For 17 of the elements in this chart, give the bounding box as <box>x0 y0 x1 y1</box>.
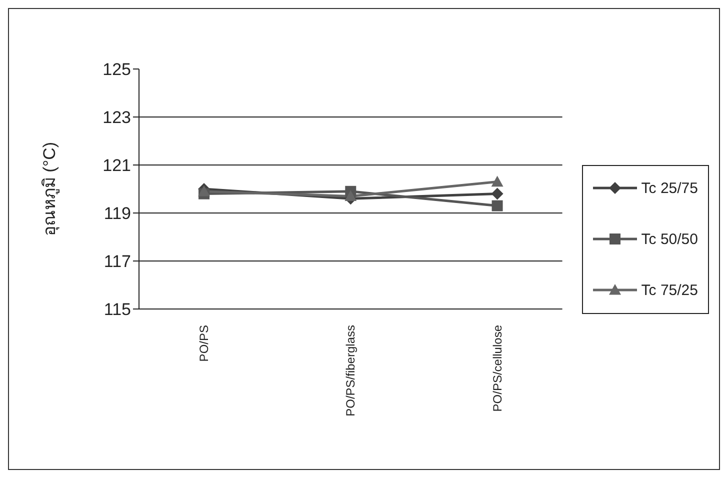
legend-label: Tc 25/75 <box>641 180 698 196</box>
y-tick-label: 115 <box>104 300 131 320</box>
y-axis-title: อุณหภูมิ (°C) <box>40 142 60 236</box>
x-tick-label: PO/PS <box>197 325 211 362</box>
x-tick-label: PO/PS/cellulose <box>490 324 504 412</box>
legend-label: Tc 75/25 <box>641 282 698 298</box>
y-tick-label: 121 <box>102 156 131 176</box>
x-tick-label: PO/PS/fiberglass <box>344 325 358 416</box>
y-tick-label: 123 <box>102 108 131 128</box>
point <box>492 200 503 212</box>
y-tick-label: 117 <box>104 252 131 272</box>
point <box>491 188 504 200</box>
point <box>344 190 357 201</box>
point <box>491 176 504 187</box>
legend-label: Tc 50/50 <box>641 230 698 248</box>
y-tick-label: 125 <box>102 60 131 80</box>
y-tick-label: 119 <box>104 204 131 224</box>
